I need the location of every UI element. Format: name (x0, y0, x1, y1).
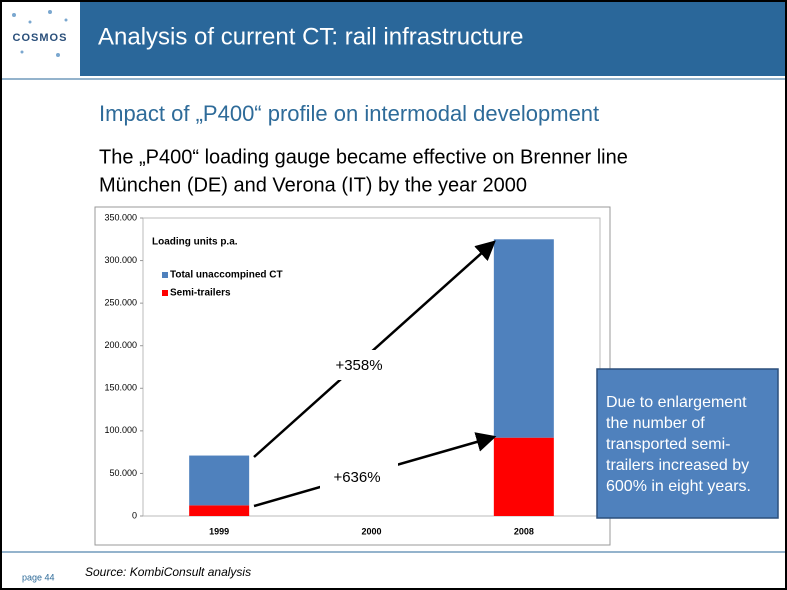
y-tick-label: 0 (132, 510, 137, 520)
arrow (253, 240, 496, 458)
x-tick-label: 2008 (514, 526, 534, 536)
bar-segment (189, 455, 250, 506)
source: Source: KombiConsult analysis (85, 565, 251, 579)
bar-segment (493, 437, 554, 516)
annotation: +636% (333, 469, 380, 486)
x-tick-label: 1999 (209, 526, 229, 536)
callout-line: 600% in eight years. (606, 478, 751, 495)
y-tick-label: 150.000 (104, 383, 137, 393)
logo-dots (12, 10, 68, 57)
callout-line: trailers increased by (606, 457, 749, 474)
header-title: Analysis of current CT: rail infrastruct… (98, 23, 523, 50)
x-tick-label: 2000 (361, 526, 381, 536)
body-line: The „P400“ loading gauge became effectiv… (99, 146, 628, 168)
annotation-bg (320, 350, 398, 380)
callout: Due to enlargement the number of transport… (606, 394, 751, 495)
annotation-bg (320, 463, 398, 493)
bar-segment (493, 239, 554, 438)
legend-label: Total unaccompined CT (170, 270, 283, 281)
legend-swatch (162, 272, 168, 278)
y-tick-label: 200.000 (104, 340, 137, 350)
chart: 0 50.000 100.000 150.000 200.000 250.000 300.0… (104, 212, 554, 536)
callout-box (596, 368, 779, 519)
chart-title: Loading units p.a. (152, 237, 238, 248)
body-line: München (DE) and Verona (IT) by the year… (99, 174, 527, 196)
callout-line: transported semi- (606, 436, 731, 453)
logo: COSMOS (13, 32, 68, 44)
y-tick-label: 50.000 (109, 468, 137, 478)
plot-area (142, 217, 601, 517)
y-tick-label: 350.000 (104, 212, 137, 222)
header-bar (80, 2, 785, 76)
legend-label: Semi-trailers (170, 288, 231, 299)
callout-line: Due to enlargement (606, 394, 747, 411)
annotation: +358% (335, 357, 382, 374)
callout-line: the number of (606, 415, 705, 432)
page-number: page 44 (22, 572, 55, 582)
bar-segment (189, 505, 250, 516)
y-tick-label: 300.000 (104, 255, 137, 265)
legend-swatch (162, 290, 168, 296)
y-tick-label: 100.000 (104, 425, 137, 435)
y-tick-label: 250.000 (104, 298, 137, 308)
subtitle: Impact of „P400“ profile on intermodal d… (99, 101, 599, 126)
